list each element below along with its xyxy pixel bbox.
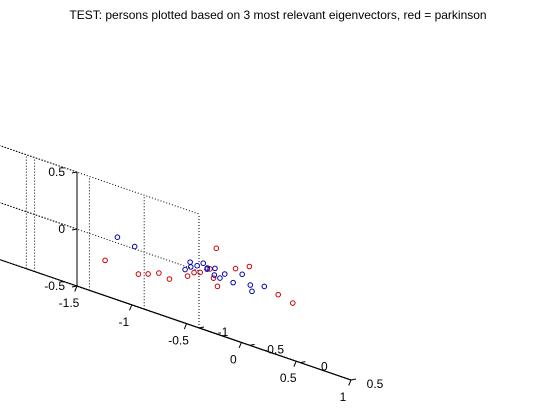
data-point[interactable] [194, 262, 200, 269]
x-tick-label: 0.5 [280, 371, 297, 385]
chart-title: TEST: persons plotted based on 3 most re… [69, 8, 486, 22]
grid-line-back-z [0, 145, 200, 215]
grid-line-left-z [0, 259, 78, 287]
data-point[interactable] [135, 271, 142, 277]
x-tick-label: 0 [230, 352, 237, 366]
y-tick-label: -1 [218, 325, 229, 339]
x-tick-mark [238, 342, 242, 349]
grid-line-left-z [0, 202, 78, 230]
x-tick-label: -0.5 [168, 334, 189, 348]
data-point[interactable] [187, 259, 193, 265]
data-point[interactable] [204, 266, 210, 272]
data-point[interactable] [182, 266, 188, 273]
data-points-layer[interactable] [102, 234, 296, 306]
data-point[interactable] [221, 271, 228, 277]
data-point[interactable] [211, 272, 218, 278]
data-point[interactable] [114, 234, 121, 240]
data-point[interactable] [197, 269, 203, 276]
x-tick-mark [293, 361, 297, 367]
data-point[interactable] [239, 271, 246, 278]
data-point[interactable] [247, 282, 254, 288]
y-tick-mark [198, 326, 205, 329]
x-tick-mark [183, 323, 188, 330]
data-point[interactable] [131, 243, 138, 250]
data-point[interactable] [275, 291, 282, 298]
grid-line-floor-x [0, 259, 78, 287]
axis-layer [71, 171, 357, 386]
z-tick-mark [71, 171, 78, 174]
z-tick-label: -0.5 [44, 279, 65, 293]
z-tick-label: 0.5 [48, 165, 65, 179]
y-tick-mark [350, 378, 357, 381]
x-tick-mark [74, 285, 78, 292]
x-tick-label: 1 [340, 390, 347, 404]
data-point[interactable] [102, 257, 108, 264]
y-tick-label: 0 [321, 360, 328, 374]
z-tick-mark [71, 285, 78, 288]
data-point[interactable] [200, 260, 207, 267]
grid-line-floor-y [0, 259, 250, 346]
y-tick-label: -0.5 [263, 342, 284, 356]
data-point[interactable] [230, 279, 236, 286]
x-tick-mark [129, 304, 133, 311]
data-point[interactable] [289, 300, 296, 306]
data-point[interactable] [187, 264, 194, 270]
tick-label-layer: -1.5 -1 -0.5 0 0.5 1 -1 -0.5 0 0.5 -0.5 0 0.5 [44, 165, 383, 404]
data-point[interactable] [213, 245, 220, 252]
x-tick-label: -1 [118, 315, 129, 329]
data-point[interactable] [191, 269, 197, 276]
data-point[interactable] [156, 270, 162, 276]
data-point[interactable] [249, 288, 255, 295]
data-point[interactable] [217, 275, 223, 281]
grid-line-left-z [0, 145, 78, 173]
data-point[interactable] [184, 273, 191, 279]
y-tick-mark [249, 343, 255, 346]
grid-line-back-z [0, 202, 200, 272]
z-tick-label: 0 [58, 222, 65, 236]
y-tick-mark [300, 361, 306, 364]
z-tick-mark [71, 228, 78, 231]
data-point[interactable] [212, 265, 218, 272]
data-point[interactable] [232, 265, 239, 272]
data-point[interactable] [210, 275, 217, 281]
data-point[interactable] [145, 271, 151, 277]
data-point[interactable] [166, 276, 173, 282]
x-tick-label: -1.5 [59, 296, 80, 310]
data-point[interactable] [261, 283, 268, 290]
x-tick-mark [348, 379, 352, 386]
y-axis-line [198, 327, 352, 381]
data-point[interactable] [246, 263, 253, 270]
data-point[interactable] [214, 283, 221, 290]
y-tick-label: 0.5 [367, 377, 384, 391]
